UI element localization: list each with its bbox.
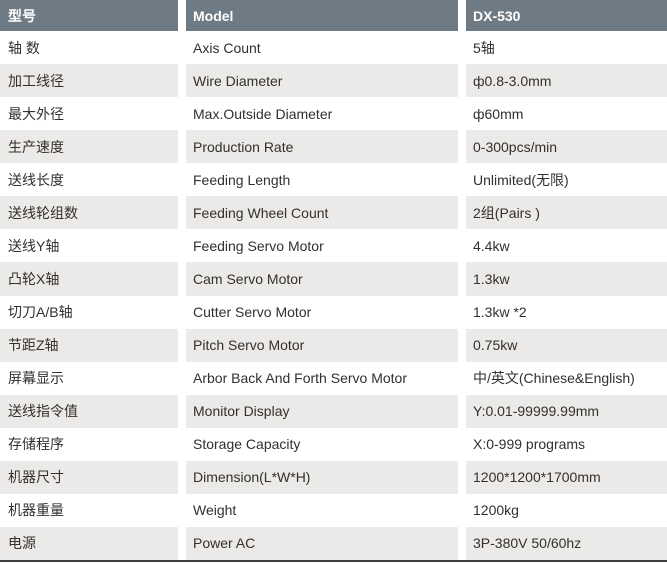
table-row: 存储程序 Storage Capacity X:0-999 programs bbox=[0, 427, 667, 461]
spec-name-en: Feeding Length bbox=[186, 163, 458, 197]
spec-name-cn: 存储程序 bbox=[0, 427, 178, 461]
table-header-row: 型号 Model DX-530 bbox=[0, 0, 667, 31]
spec-name-cn: 最大外径 bbox=[0, 97, 178, 131]
table-row: 屏幕显示 Arbor Back And Forth Servo Motor 中/… bbox=[0, 361, 667, 395]
spec-value: 0-300pcs/min bbox=[466, 130, 667, 164]
table-row: 凸轮X轴 Cam Servo Motor 1.3kw bbox=[0, 262, 667, 296]
table-row: 送线轮组数 Feeding Wheel Count 2组(Pairs ) bbox=[0, 196, 667, 230]
spec-name-en: Feeding Servo Motor bbox=[186, 229, 458, 263]
table-row: 轴 数 Axis Count 5轴 bbox=[0, 31, 667, 65]
spec-name-cn: 送线Y轴 bbox=[0, 229, 178, 263]
spec-name-cn: 凸轮X轴 bbox=[0, 262, 178, 296]
spec-name-en: Max.Outside Diameter bbox=[186, 97, 458, 131]
spec-name-en: Axis Count bbox=[186, 31, 458, 65]
spec-name-cn: 切刀A/B轴 bbox=[0, 295, 178, 329]
header-en-label: Model bbox=[186, 0, 458, 31]
spec-value: 3P-380V 50/60hz bbox=[466, 526, 667, 560]
spec-name-cn: 送线轮组数 bbox=[0, 196, 178, 230]
spec-value: 5轴 bbox=[466, 31, 667, 65]
table-row: 送线Y轴 Feeding Servo Motor 4.4kw bbox=[0, 229, 667, 263]
spec-name-en: Power AC bbox=[186, 526, 458, 560]
spec-value: Y:0.01-99999.99mm bbox=[466, 394, 667, 428]
table-row: 加工线径 Wire Diameter ф0.8-3.0mm bbox=[0, 64, 667, 98]
spec-name-en: Monitor Display bbox=[186, 394, 458, 428]
spec-name-en: Cam Servo Motor bbox=[186, 262, 458, 296]
spec-name-cn: 节距Z轴 bbox=[0, 328, 178, 362]
spec-value: ф0.8-3.0mm bbox=[466, 64, 667, 98]
spec-value: 4.4kw bbox=[466, 229, 667, 263]
spec-name-cn: 机器重量 bbox=[0, 493, 178, 527]
spec-name-cn: 生产速度 bbox=[0, 130, 178, 164]
table-row: 最大外径 Max.Outside Diameter ф60mm bbox=[0, 97, 667, 131]
table-row: 送线指令值 Monitor Display Y:0.01-99999.99mm bbox=[0, 394, 667, 428]
spec-value: X:0-999 programs bbox=[466, 427, 667, 461]
spec-value: 1.3kw bbox=[466, 262, 667, 296]
spec-name-en: Arbor Back And Forth Servo Motor bbox=[186, 361, 458, 395]
spec-name-en: Production Rate bbox=[186, 130, 458, 164]
table-row: 机器重量 Weight 1200kg bbox=[0, 493, 667, 527]
table-row: 送线长度 Feeding Length Unlimited(无限) bbox=[0, 163, 667, 197]
table-row: 机器尺寸 Dimension(L*W*H) 1200*1200*1700mm bbox=[0, 460, 667, 494]
spec-name-en: Feeding Wheel Count bbox=[186, 196, 458, 230]
spec-name-cn: 轴 数 bbox=[0, 31, 178, 65]
spec-name-en: Cutter Servo Motor bbox=[186, 295, 458, 329]
spec-value: ф60mm bbox=[466, 97, 667, 131]
spec-name-cn: 加工线径 bbox=[0, 64, 178, 98]
spec-name-en: Storage Capacity bbox=[186, 427, 458, 461]
spec-name-en: Pitch Servo Motor bbox=[186, 328, 458, 362]
table-row: 节距Z轴 Pitch Servo Motor 0.75kw bbox=[0, 328, 667, 362]
spec-name-cn: 送线指令值 bbox=[0, 394, 178, 428]
spec-name-en: Dimension(L*W*H) bbox=[186, 460, 458, 494]
spec-name-cn: 屏幕显示 bbox=[0, 361, 178, 395]
spec-value: 1.3kw *2 bbox=[466, 295, 667, 329]
spec-value: 1200kg bbox=[466, 493, 667, 527]
spec-value: 2组(Pairs ) bbox=[466, 196, 667, 230]
spec-name-en: Wire Diameter bbox=[186, 64, 458, 98]
spec-name-en: Weight bbox=[186, 493, 458, 527]
spec-name-cn: 机器尺寸 bbox=[0, 460, 178, 494]
table-row: 电源 Power AC 3P-380V 50/60hz bbox=[0, 526, 667, 560]
spec-value: 中/英文(Chinese&English) bbox=[466, 361, 667, 395]
spec-value: 0.75kw bbox=[466, 328, 667, 362]
header-cn-label: 型号 bbox=[0, 0, 178, 31]
spec-value: Unlimited(无限) bbox=[466, 163, 667, 197]
table-row: 切刀A/B轴 Cutter Servo Motor 1.3kw *2 bbox=[0, 295, 667, 329]
table-row: 生产速度 Production Rate 0-300pcs/min bbox=[0, 130, 667, 164]
header-model-value: DX-530 bbox=[466, 0, 667, 31]
spec-name-cn: 送线长度 bbox=[0, 163, 178, 197]
spec-value: 1200*1200*1700mm bbox=[466, 460, 667, 494]
spec-name-cn: 电源 bbox=[0, 526, 178, 560]
